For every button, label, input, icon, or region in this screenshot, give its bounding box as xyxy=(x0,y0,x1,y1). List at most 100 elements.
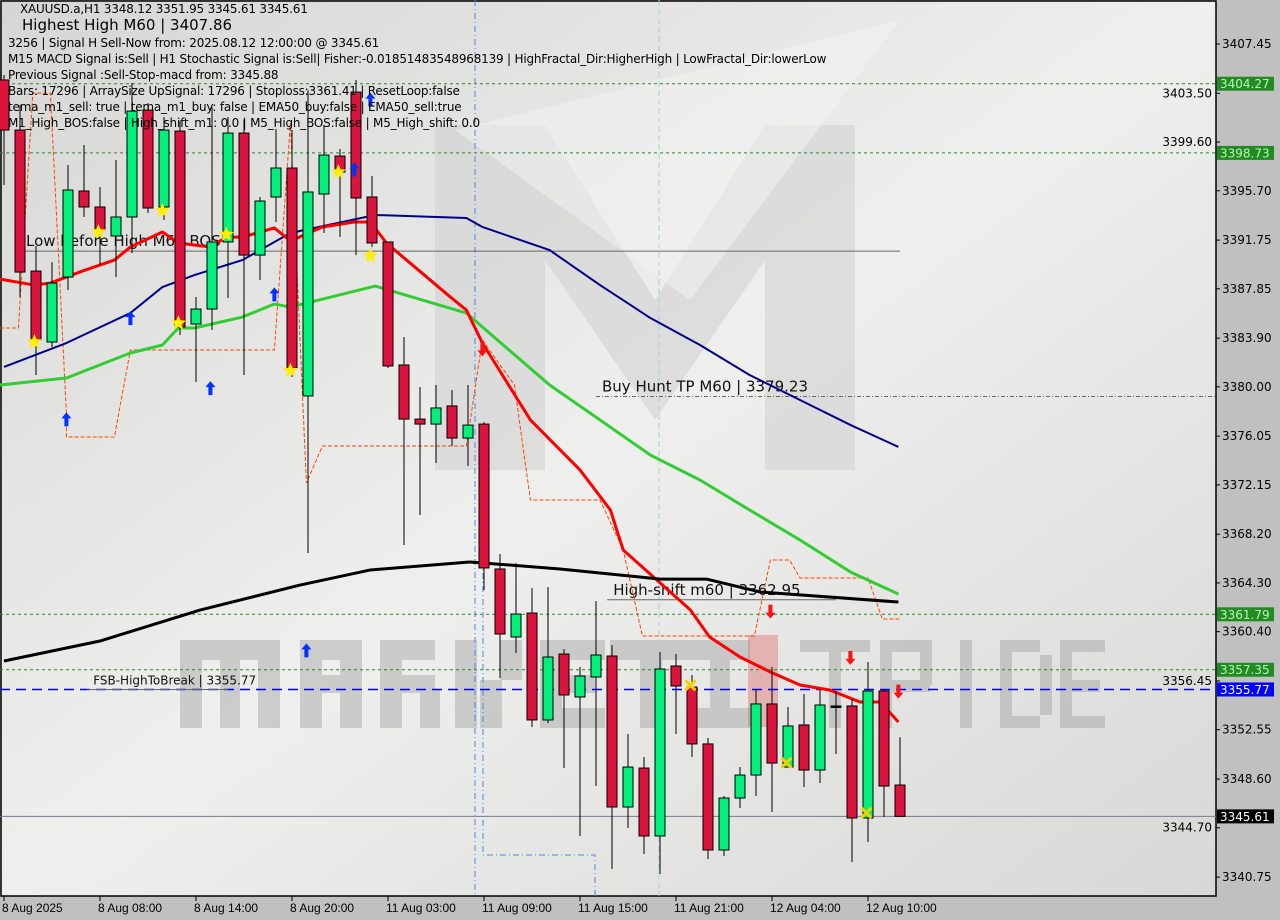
highest-high-label: Highest High M60 | 3407.86 xyxy=(22,16,233,34)
cross-icon xyxy=(684,679,697,692)
x-tick-label: 11 Aug 09:00 xyxy=(482,901,552,915)
star-icon xyxy=(26,333,42,349)
candle xyxy=(126,82,138,254)
candle xyxy=(782,706,794,768)
candle-body xyxy=(510,613,522,638)
info-line-tema: tema_m1_sell: true | tema_m1_buy: false … xyxy=(8,100,462,114)
buy-arrow-icon xyxy=(349,162,360,177)
watermark-letter-shape xyxy=(455,640,477,728)
candle xyxy=(222,117,234,299)
watermark-letter-shape xyxy=(610,640,690,660)
sell-arrow-icon xyxy=(477,342,488,357)
cross-icon xyxy=(780,756,793,769)
candle-body xyxy=(606,655,618,808)
cross-icon xyxy=(860,806,873,819)
x-tick-label: 8 Aug 20:00 xyxy=(290,901,354,915)
watermark-letter-shape xyxy=(540,640,605,660)
candle-body xyxy=(462,424,474,439)
candle-body xyxy=(222,132,234,243)
candle xyxy=(0,74,10,186)
candle-body xyxy=(862,690,874,819)
candle-body xyxy=(878,690,890,787)
candle-body xyxy=(654,668,666,837)
candle xyxy=(238,119,250,375)
price-tag-label: 3404.27 xyxy=(1220,77,1270,91)
y-tick-label: 3407.45 xyxy=(1222,37,1272,51)
price-tag xyxy=(1217,145,1274,160)
sell-arrow-icon xyxy=(845,650,856,665)
candle-body xyxy=(318,154,330,195)
moving-average-line xyxy=(3,213,899,448)
candle xyxy=(574,667,586,836)
y-tick-label: 3395.70 xyxy=(1222,184,1272,198)
star-icon xyxy=(154,202,170,218)
candle-body xyxy=(734,774,746,799)
candle xyxy=(254,197,266,281)
watermark-letter-shape xyxy=(710,660,730,710)
watermark-letter-shape xyxy=(340,640,362,728)
candle xyxy=(670,654,682,734)
buy-arrow-icon xyxy=(125,311,136,326)
signal-line: 3256 | Signal H Sell-Now from: 2025.08.1… xyxy=(8,36,380,50)
x-tick-label: 8 Aug 2025 xyxy=(2,901,63,915)
watermark-logo xyxy=(180,20,1105,728)
price-tag-label: 3398.73 xyxy=(1220,146,1270,160)
candle xyxy=(702,737,714,859)
watermark-letter-shape xyxy=(380,640,402,728)
candle xyxy=(478,422,490,591)
buy-arrow-icon xyxy=(301,643,312,658)
candle-body xyxy=(126,110,138,218)
x-tick-label: 12 Aug 10:00 xyxy=(866,901,937,915)
candle-body xyxy=(302,191,314,397)
candle xyxy=(718,796,730,856)
candle xyxy=(318,125,330,233)
candle-body xyxy=(750,703,762,776)
y-tick-label: 3403.50 xyxy=(1162,86,1212,100)
candle xyxy=(430,384,442,464)
price-tag xyxy=(1217,682,1274,697)
candle xyxy=(878,688,890,818)
candle xyxy=(62,165,74,291)
watermark-letter-shape xyxy=(300,675,360,693)
candle-body xyxy=(686,686,698,745)
candle xyxy=(158,117,170,220)
watermark-letter-shape xyxy=(300,640,322,728)
candle xyxy=(110,160,122,278)
candle-body xyxy=(158,129,170,208)
y-tick-label: 3364.30 xyxy=(1222,576,1272,590)
annotation-label: Low before High M60 BOS xyxy=(26,232,221,250)
annotation-label: High-shift m60 | 3362.95 xyxy=(613,581,800,599)
candle-body xyxy=(62,189,74,278)
candle xyxy=(446,389,458,447)
candle xyxy=(638,757,650,854)
candle-body xyxy=(286,167,298,369)
watermark-letter-shape xyxy=(500,640,522,680)
y-tick-label: 3360.40 xyxy=(1222,625,1272,639)
period-box-line xyxy=(482,430,596,896)
candle xyxy=(46,262,58,348)
x-tick-label: 11 Aug 03:00 xyxy=(386,901,456,915)
watermark-letter-shape xyxy=(960,640,972,728)
candle-body xyxy=(590,654,602,678)
watermark-letter-shape xyxy=(690,708,750,728)
candle xyxy=(142,103,154,213)
candle-body xyxy=(542,656,554,721)
candle-body xyxy=(30,270,42,341)
price-tag xyxy=(1217,76,1274,91)
y-tick-label: 3387.85 xyxy=(1222,282,1272,296)
watermark-letter-shape xyxy=(880,640,930,652)
candle-body xyxy=(478,423,490,569)
candle-body xyxy=(766,703,778,764)
star-icon xyxy=(218,226,234,241)
candle xyxy=(766,667,778,813)
sell-arrow-icon xyxy=(893,684,904,699)
candle-body xyxy=(494,568,506,635)
x-tick-label: 12 Aug 04:00 xyxy=(770,901,841,915)
candle xyxy=(894,737,906,817)
moving-average-line xyxy=(3,560,899,663)
y-tick-label: 3352.55 xyxy=(1222,723,1272,737)
price-tag-label: 3355.77 xyxy=(1220,683,1270,697)
candle xyxy=(494,553,506,678)
watermark-letter-shape xyxy=(300,640,360,660)
